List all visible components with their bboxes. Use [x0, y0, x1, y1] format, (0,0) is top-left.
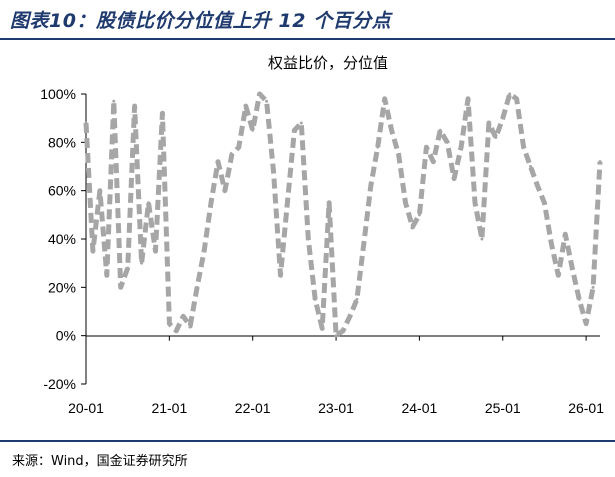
data-point [598, 160, 602, 164]
data-point [369, 184, 373, 188]
data-point [438, 128, 442, 132]
data-point [445, 140, 449, 144]
data-point [181, 314, 185, 318]
data-point [313, 297, 317, 301]
data-point [341, 329, 345, 333]
line-chart: 权益比价，分位值 -20% 0% 20% 40% 60% 80% 100% 20-01 21-… [40, 55, 604, 416]
data-point [153, 249, 157, 253]
data-point [390, 128, 394, 132]
data-point [473, 201, 477, 205]
top-divider [0, 38, 615, 40]
x-tick-label: 24-01 [401, 400, 437, 416]
data-point [188, 324, 192, 328]
data-point [258, 92, 262, 96]
data-point [202, 249, 206, 253]
data-point [529, 165, 533, 168]
data-point [306, 237, 310, 241]
y-tick-label: 100% [40, 86, 76, 102]
data-point [577, 297, 581, 301]
data-point [404, 201, 408, 205]
y-tick-label: 60% [48, 183, 76, 199]
data-point [84, 121, 88, 125]
source-note: 来源：Wind，国金证券研究所 [12, 454, 188, 469]
x-tick-label: 25-01 [485, 400, 521, 416]
data-point [272, 169, 276, 173]
data-point [285, 201, 289, 205]
y-tick-label: 0% [56, 328, 76, 344]
y-axis-ticks: -20% 0% 20% 40% 60% 80% 100% [40, 86, 86, 392]
data-point [174, 329, 178, 333]
data-point [348, 314, 352, 318]
data-point [431, 160, 435, 164]
data-point [334, 334, 338, 338]
data-point [591, 285, 595, 289]
data-point [376, 145, 380, 149]
data-point [140, 261, 144, 265]
data-point [98, 189, 102, 193]
data-point [265, 99, 269, 103]
data-point [556, 273, 560, 277]
data-point [383, 97, 387, 101]
data-point [535, 184, 539, 188]
data-point [508, 92, 512, 96]
y-tick-label: 20% [48, 279, 76, 295]
series-points [84, 92, 602, 338]
bottom-divider [0, 440, 615, 442]
data-point [466, 97, 470, 101]
y-tick-label: -20% [43, 376, 76, 392]
data-point [355, 297, 359, 301]
data-point [494, 136, 498, 139]
data-point [105, 273, 109, 277]
data-point [209, 201, 213, 205]
data-point [230, 152, 234, 156]
data-point [410, 225, 414, 229]
data-point [320, 326, 324, 330]
data-point [244, 104, 248, 108]
data-point [563, 232, 567, 236]
data-point [195, 285, 199, 289]
data-point [91, 249, 95, 253]
x-tick-label: 23-01 [318, 400, 354, 416]
data-point [397, 152, 401, 156]
data-point [570, 266, 574, 270]
figure-title: 图表10：股债比价分位值上升 12 个百分点 [10, 10, 392, 32]
y-tick-label: 40% [48, 231, 76, 247]
data-point [167, 322, 171, 326]
data-point [223, 189, 227, 193]
y-tick-label: 80% [48, 134, 76, 150]
data-point [112, 99, 116, 103]
data-point [501, 116, 505, 120]
data-point [417, 213, 421, 217]
data-point [480, 237, 484, 241]
data-point [515, 97, 519, 101]
data-point [160, 111, 164, 115]
data-point [424, 145, 428, 149]
data-point [542, 201, 546, 205]
x-tick-label: 21-01 [151, 400, 187, 416]
x-axis-ticks: 20-01 21-01 22-01 23-01 24-01 25-01 26-01 [68, 335, 604, 416]
data-point [292, 128, 296, 132]
data-point [126, 266, 130, 270]
data-point [216, 160, 220, 164]
x-tick-label: 22-01 [235, 400, 271, 416]
data-point [549, 242, 553, 246]
data-point [251, 128, 255, 132]
data-point [278, 273, 282, 277]
data-point [459, 145, 463, 149]
data-point [487, 121, 491, 125]
data-point [237, 145, 241, 149]
x-tick-label: 20-01 [68, 400, 104, 416]
chart-title: 权益比价，分位值 [268, 55, 388, 72]
data-point [327, 201, 331, 205]
x-tick-label: 26-01 [568, 400, 604, 416]
data-point [299, 121, 303, 125]
data-point [584, 322, 588, 326]
data-point [522, 145, 526, 149]
data-point [362, 242, 366, 246]
data-point [452, 177, 456, 181]
series-line [83, 91, 603, 339]
data-point [133, 104, 137, 108]
data-point [147, 201, 151, 205]
data-point [119, 285, 123, 289]
